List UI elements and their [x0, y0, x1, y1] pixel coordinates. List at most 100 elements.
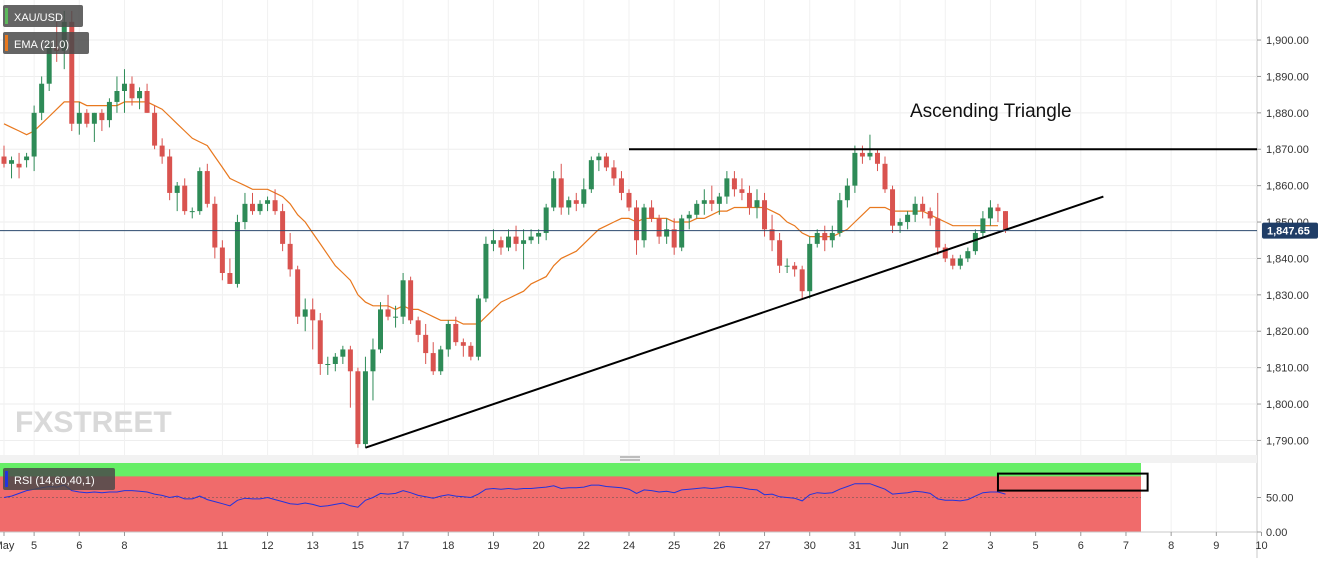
- candle: [987, 200, 993, 226]
- candle-body: [799, 269, 805, 292]
- candle: [355, 367, 361, 448]
- candle: [91, 112, 97, 142]
- candle-body: [475, 298, 481, 357]
- candle: [242, 192, 248, 230]
- candle-body: [340, 349, 346, 357]
- ema-legend-box[interactable]: [3, 32, 89, 54]
- candle: [347, 345, 353, 408]
- rsi-legend-box[interactable]: [3, 468, 115, 490]
- price-tick-label: 1,890.00: [1266, 71, 1309, 83]
- candle-body: [995, 207, 1001, 212]
- candle: [603, 152, 609, 172]
- candle: [287, 232, 293, 277]
- candle-body: [709, 200, 715, 204]
- candle-body: [739, 189, 745, 193]
- candle: [174, 182, 180, 212]
- candle: [76, 101, 82, 135]
- candle-body: [762, 200, 768, 230]
- candle: [137, 87, 143, 110]
- symbol-legend-box[interactable]: [3, 5, 83, 27]
- candle-body: [634, 207, 640, 241]
- candle-body: [649, 207, 655, 219]
- candle: [506, 229, 512, 252]
- rsi-oversold-zone: [0, 476, 1141, 532]
- candle-body: [227, 273, 233, 284]
- candle-body: [513, 236, 519, 244]
- candle-body: [325, 364, 331, 365]
- candle-body: [927, 211, 933, 219]
- time-tick-label: 12: [261, 540, 273, 552]
- price-axis: 1,790.00 1,800.00 1,810.00 1,820.00 1,830.00…: [1257, 35, 1309, 447]
- candle-body: [378, 309, 383, 350]
- candle: [212, 196, 218, 259]
- time-tick-label: 24: [623, 540, 635, 552]
- candle: [769, 214, 775, 252]
- candle-body: [106, 101, 112, 121]
- candle: [265, 196, 271, 212]
- candle: [626, 189, 632, 212]
- candle-body: [671, 229, 677, 248]
- candle: [618, 171, 624, 201]
- candle-body: [159, 145, 165, 157]
- candle: [445, 320, 451, 357]
- candle-body: [686, 214, 692, 219]
- candle-body: [400, 280, 406, 317]
- candle-body: [408, 280, 414, 321]
- candle-body: [664, 229, 670, 237]
- candle: [415, 316, 421, 343]
- candle: [39, 76, 45, 121]
- price-tick-label: 1,800.00: [1266, 399, 1309, 411]
- candle: [844, 178, 850, 208]
- price-tick-label: 1,830.00: [1266, 290, 1309, 302]
- price-tick-label: 1,790.00: [1266, 435, 1309, 447]
- pane-splitter[interactable]: [0, 455, 1257, 463]
- ema-legend-marker: [5, 35, 8, 51]
- time-tick-label: 30: [804, 540, 816, 552]
- candle-body: [242, 203, 248, 223]
- candle-body: [746, 192, 752, 208]
- candle: [16, 152, 22, 179]
- candle: [905, 211, 911, 230]
- candle: [965, 247, 971, 263]
- candle-body: [490, 240, 496, 244]
- candle-body: [874, 152, 880, 164]
- candle: [129, 76, 135, 106]
- candle: [490, 229, 496, 252]
- candle-body: [1, 156, 7, 164]
- candle-body: [174, 185, 180, 193]
- candle-body: [957, 258, 963, 266]
- candle: [227, 258, 233, 284]
- candle-body: [332, 356, 338, 364]
- candle: [498, 236, 504, 255]
- candle: [197, 167, 203, 215]
- candle: [475, 294, 481, 361]
- candle: [649, 200, 655, 223]
- candle-body: [347, 349, 353, 372]
- ema-legend-label: EMA (21,0): [14, 39, 69, 51]
- candle-body: [31, 112, 37, 157]
- candle-body: [611, 167, 617, 179]
- candle-body: [317, 320, 323, 364]
- pattern-annotation: Ascending Triangle: [910, 101, 1072, 122]
- candle-body: [641, 207, 647, 241]
- candle: [814, 229, 820, 248]
- candle: [912, 196, 918, 223]
- candle: [995, 203, 1001, 223]
- candle-body: [302, 309, 308, 317]
- candle-body: [920, 203, 926, 212]
- candle-body: [581, 189, 587, 204]
- candle-body: [16, 163, 22, 168]
- candle-body: [219, 247, 225, 273]
- candle-body: [280, 211, 286, 244]
- time-tick-label: 5: [31, 540, 37, 552]
- candle-body: [498, 240, 504, 248]
- time-tick-label: 8: [121, 540, 127, 552]
- candle-body: [257, 203, 263, 212]
- rsi-legend-label: RSI (14,60,40,1): [14, 475, 95, 487]
- candle: [159, 138, 165, 164]
- time-tick-label: 11: [217, 540, 228, 552]
- candle: [792, 262, 798, 277]
- candle-body: [69, 21, 75, 124]
- candle-body: [189, 211, 195, 213]
- time-tick-label: 20: [533, 540, 545, 552]
